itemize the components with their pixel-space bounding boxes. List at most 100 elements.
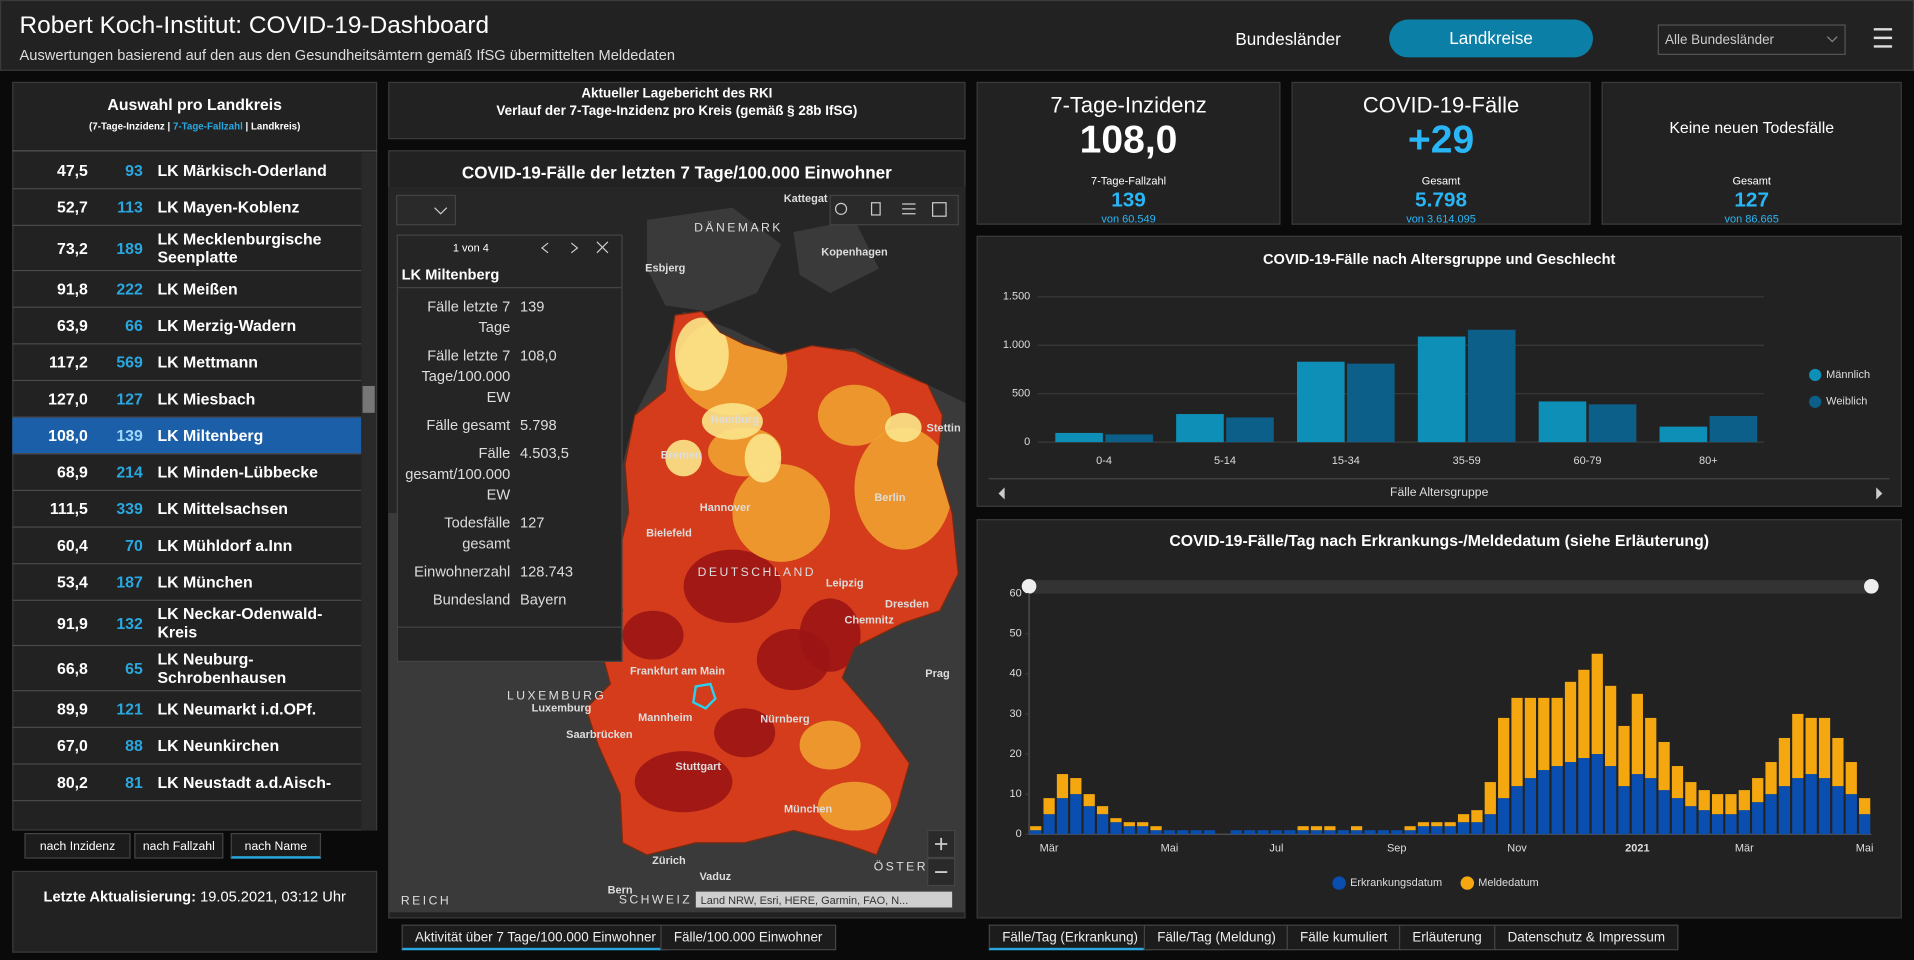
map-tab[interactable]: Fälle/100.000 Einwohner [660, 924, 836, 951]
district-row[interactable]: 60,4 70 LK Mühldorf a.Inn [12, 528, 362, 565]
chart-tab[interactable]: Fälle kumuliert [1286, 924, 1401, 951]
bar-segment [1110, 818, 1122, 823]
district-row[interactable]: 91,9 132 LK Neckar-Odenwald-Kreis [12, 601, 362, 647]
y-tick-label: 50 [1010, 628, 1022, 640]
chart-tab[interactable]: Fälle/Tag (Meldung) [1143, 924, 1290, 951]
popup-field: Fälle letzte 7 Tage 139 [398, 297, 621, 339]
map-tab-active[interactable]: Aktivität über 7 Tage/100.000 Einwohner [401, 924, 670, 951]
bar-segment [1471, 810, 1483, 823]
sort-button-active[interactable]: nach Name [230, 832, 322, 859]
incidence: 67,0 [56, 736, 88, 755]
incidence: 127,0 [48, 389, 88, 408]
map-label: Bern [608, 884, 633, 896]
bar-segment [1123, 826, 1135, 835]
district-row[interactable]: 89,9 121 LK Neumarkt i.d.OPf. [12, 691, 362, 728]
field-value: 128.743 [520, 563, 573, 581]
bar-segment [1765, 762, 1777, 795]
map-label: Bielefeld [646, 528, 692, 540]
legend-swatch [1809, 368, 1822, 382]
nav-button-active[interactable]: Landkreise [1389, 19, 1594, 58]
x-tick-label: 60-79 [1573, 455, 1601, 467]
scroll-arrow [1876, 487, 1883, 500]
kpi-sub-value: 5.798 [1415, 188, 1467, 212]
bar [1296, 361, 1345, 443]
district-row[interactable]: 91,8 222 LK Meißen [12, 271, 362, 308]
bar-segment [1792, 713, 1804, 779]
field-value: Bayern [520, 591, 567, 609]
search-icon [834, 202, 848, 215]
sort-button[interactable]: nach Inzidenz [24, 832, 131, 859]
cases: 189 [116, 238, 143, 258]
map-label: Berlin [874, 492, 905, 504]
dropdown[interactable]: Alle Bundesländer [1657, 24, 1846, 55]
bar-segment [1738, 810, 1750, 835]
x-tick-label: 80+ [1699, 455, 1718, 467]
legend-label: Weiblich [1826, 396, 1867, 408]
district-row[interactable]: 80,2 81 LK Neustadt a.d.Aisch- [12, 765, 362, 802]
bar-segment [1591, 653, 1603, 755]
map-label: Mannheim [638, 712, 692, 724]
legend-part: (7-Tage-Inzidenz | [89, 120, 173, 132]
district-area [732, 464, 831, 562]
y-tick-label: 1.000 [1003, 339, 1030, 351]
y-tick-label: 0 [1016, 828, 1022, 840]
district-area [885, 412, 922, 443]
legend-label: Erkrankungsdatum [1350, 877, 1442, 889]
chart-tab[interactable]: Erläuterung [1398, 924, 1496, 951]
bar-segment [1591, 754, 1603, 835]
bar-segment [1043, 798, 1055, 815]
chart-tab[interactable]: Datenschutz & Impressum [1494, 924, 1679, 951]
field-value: 4.503,5 [520, 444, 569, 462]
bar-segment [1056, 798, 1069, 835]
bar-segment [1431, 826, 1443, 835]
district-name: LK Miesbach [157, 389, 256, 408]
dashboard-subtitle: Auswertungen basierend auf den aus den G… [19, 46, 676, 64]
cases: 569 [116, 352, 143, 372]
nav-button[interactable]: Bundesländer [1235, 29, 1341, 49]
chart-tab-active[interactable]: Fälle/Tag (Erkrankung) [988, 924, 1152, 951]
district-row[interactable]: 73,2 189 LK Mecklenburgische Seenplatte [12, 226, 362, 272]
cases: 214 [116, 462, 143, 482]
bar-segment [1698, 810, 1710, 835]
district-area [683, 549, 782, 623]
bar-segment [1297, 826, 1309, 831]
report-line[interactable]: Verlauf der 7-Tage-Inzidenz pro Kreis (g… [496, 103, 858, 119]
district-row[interactable]: 67,0 88 LK Neunkirchen [12, 728, 362, 765]
district-row[interactable]: 127,0 127 LK Miesbach [12, 381, 362, 418]
scroll-arrow [998, 487, 1005, 500]
bar-segment [1150, 826, 1162, 831]
district-row[interactable]: 111,5 339 LK Mittelsachsen [12, 491, 362, 528]
report-panel [388, 81, 966, 140]
district-row[interactable]: 53,4 187 LK München [12, 564, 362, 601]
district-row-selected[interactable]: 108,0 139 LK Miltenberg [12, 417, 362, 455]
bar-segment [1778, 737, 1791, 787]
field-label: Fälle gesamt/100.000 EW [405, 444, 511, 504]
incidence: 52,7 [56, 197, 88, 217]
district-row[interactable]: 68,9 214 LK Minden-Lübbecke [12, 454, 362, 492]
bar-segment [1605, 766, 1617, 835]
district-row[interactable]: 47,5 93 LK Märkisch-Oderland [12, 153, 362, 190]
map-label: Prag [925, 668, 949, 680]
legend-swatch [1809, 395, 1822, 408]
district-row[interactable]: 66,8 65 LK Neuburg-Schrobenhausen [12, 646, 362, 692]
cases: 93 [125, 161, 143, 180]
map-label: Hamburg [711, 414, 759, 426]
bar-segment [1658, 790, 1670, 835]
map-label: DEUTSCHLAND [698, 565, 816, 579]
field-label: Bundesland [432, 591, 511, 609]
bar-segment [1618, 786, 1630, 835]
district-row[interactable]: 117,2 569 LK Mettmann [12, 344, 362, 382]
kpi-sub-note: von 3.614.095 [1406, 212, 1476, 225]
grid-icon [932, 202, 947, 217]
bar-segment [1391, 830, 1403, 835]
district-row[interactable]: 52,7 113 LK Mayen-Koblenz [12, 189, 362, 226]
bar-segment [1137, 826, 1149, 835]
sort-button[interactable]: nach Fallzahl [134, 832, 224, 859]
bar-segment [1752, 778, 1764, 803]
district-row[interactable]: 63,9 66 LK Merzig-Wadern [12, 308, 362, 345]
bar-segment [1698, 790, 1710, 811]
report-line[interactable]: Aktueller Lagebericht des RKI [581, 86, 773, 102]
y-tick-label: 10 [1010, 788, 1022, 800]
bar-segment [1444, 822, 1456, 827]
y-tick-label: 20 [1010, 748, 1022, 760]
